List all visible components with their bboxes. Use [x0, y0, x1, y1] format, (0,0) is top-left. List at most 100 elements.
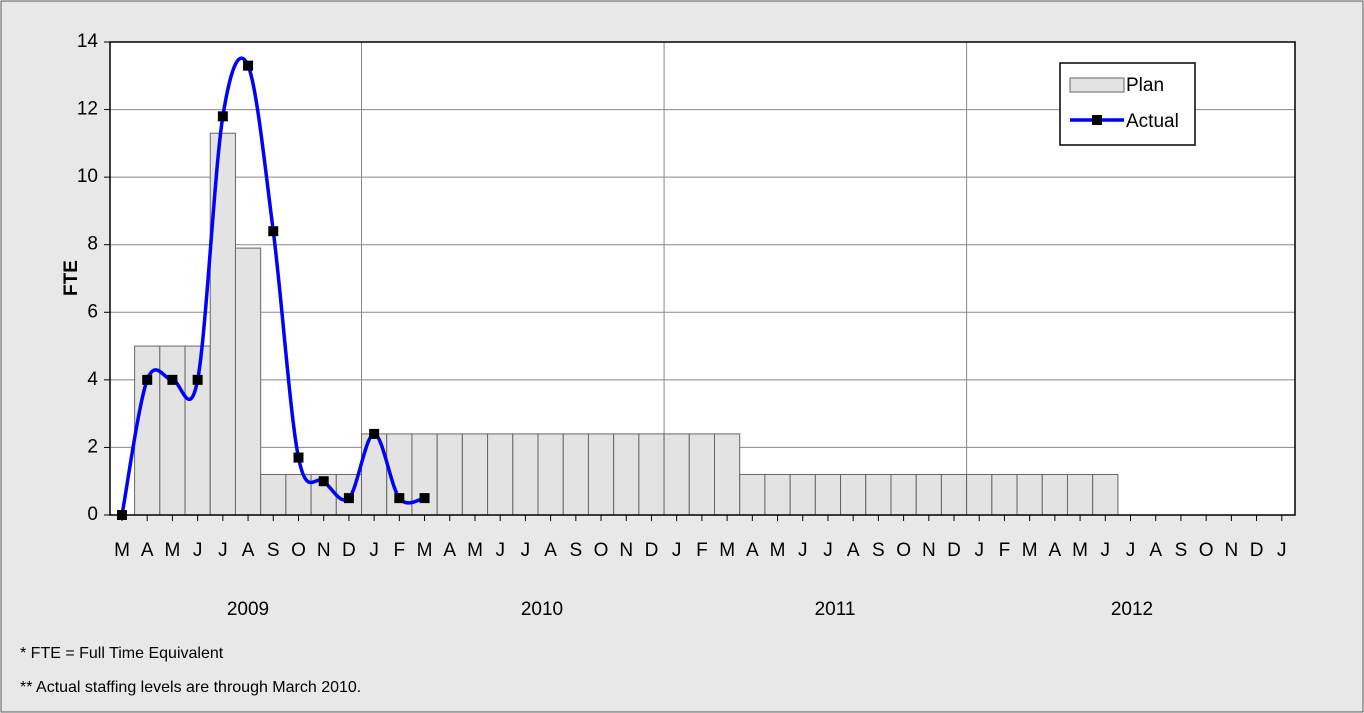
x-tick-label: M [1022, 540, 1038, 561]
y-tick-label: 8 [87, 234, 98, 255]
y-tick-label: 6 [87, 301, 98, 322]
x-tick-label: S [267, 540, 280, 561]
x-tick-label: O [291, 540, 306, 561]
x-tick-label: M [467, 540, 483, 561]
x-tick-label: A [242, 540, 255, 561]
x-tick-label: N [619, 540, 633, 561]
actual-marker [293, 452, 304, 463]
x-tick-label: J [521, 540, 531, 561]
x-tick-label: J [798, 540, 808, 561]
bar [587, 433, 615, 516]
x-tick-label: M [165, 540, 181, 561]
actual-marker [217, 111, 228, 122]
x-tick-label: O [896, 540, 911, 561]
actual-marker [142, 374, 153, 385]
y-tick-label: 12 [77, 99, 98, 120]
bar [966, 473, 993, 516]
bar [159, 345, 186, 516]
actual-marker [192, 374, 203, 385]
x-tick-label: A [1049, 540, 1062, 561]
footnote: ** Actual staffing levels are through Ma… [20, 679, 361, 696]
x-tick-label: D [947, 540, 961, 561]
x-tick-label: M [417, 540, 433, 561]
x-tick-label: O [1199, 540, 1214, 561]
bar [663, 433, 690, 516]
year-label: 2010 [521, 599, 563, 620]
bar [714, 433, 741, 516]
x-tick-label: J [495, 540, 505, 561]
bar [688, 433, 715, 516]
x-tick-label: M [719, 540, 735, 561]
x-tick-label: A [443, 540, 456, 561]
legend-swatch [1069, 77, 1125, 93]
x-tick-label: J [1126, 540, 1136, 561]
x-tick-label: J [1277, 540, 1287, 561]
bar [814, 473, 842, 516]
x-tick-label: J [218, 540, 228, 561]
x-tick-label: D [342, 540, 356, 561]
x-tick-label: J [369, 540, 379, 561]
actual-marker [394, 493, 405, 504]
x-tick-label: A [746, 540, 759, 561]
x-tick-label: F [696, 540, 708, 561]
y-tick-label: 4 [87, 369, 98, 390]
x-tick-label: J [823, 540, 833, 561]
x-tick-label: S [1175, 540, 1188, 561]
y-tick-label: 2 [87, 436, 98, 457]
bar [638, 433, 665, 516]
x-tick-label: N [1224, 540, 1238, 561]
bar [234, 247, 262, 516]
year-label: 2009 [227, 599, 269, 620]
x-tick-label: J [1101, 540, 1111, 561]
bar [991, 473, 1018, 516]
bar [512, 433, 539, 516]
bar [915, 473, 942, 516]
x-tick-label: S [872, 540, 885, 561]
bar [613, 433, 640, 516]
bar [487, 433, 514, 516]
y-tick-label: 10 [77, 166, 98, 187]
x-tick-label: A [847, 540, 860, 561]
x-tick-label: F [999, 540, 1011, 561]
legend-box [1059, 62, 1196, 146]
actual-marker [318, 476, 329, 487]
x-tick-label: F [394, 540, 406, 561]
x-tick-label: A [544, 540, 557, 561]
actual-marker [369, 428, 380, 439]
bar [461, 433, 489, 516]
legend-label: Plan [1126, 75, 1164, 96]
x-tick-label: M [770, 540, 786, 561]
x-tick-label: A [1149, 540, 1162, 561]
bar [260, 473, 287, 516]
x-tick-label: S [569, 540, 582, 561]
x-tick-label: O [594, 540, 609, 561]
x-tick-label: M [1072, 540, 1088, 561]
x-tick-label: N [317, 540, 331, 561]
bar [865, 473, 892, 516]
actual-marker [343, 493, 354, 504]
actual-marker [419, 493, 430, 504]
bar [789, 473, 816, 516]
year-label: 2012 [1111, 599, 1153, 620]
x-tick-label: A [141, 540, 154, 561]
bar [209, 132, 236, 516]
footnote: * FTE = Full Time Equivalent [20, 645, 224, 662]
bar [890, 473, 917, 516]
y-tick-label: 0 [87, 504, 98, 525]
bar [739, 473, 766, 516]
plot-frame [109, 41, 1296, 516]
bar [562, 433, 589, 516]
x-tick-label: J [672, 540, 682, 561]
x-tick-label: D [1250, 540, 1264, 561]
y-axis-label: FTE [61, 260, 82, 296]
bar [840, 473, 867, 516]
legend-label: Actual [1126, 111, 1179, 132]
x-tick-label: J [974, 540, 984, 561]
bar [1092, 473, 1119, 516]
bar [1041, 473, 1068, 516]
bar [1016, 473, 1043, 516]
y-tick-label: 14 [77, 31, 99, 52]
actual-marker [243, 60, 254, 71]
bar [1066, 473, 1094, 516]
